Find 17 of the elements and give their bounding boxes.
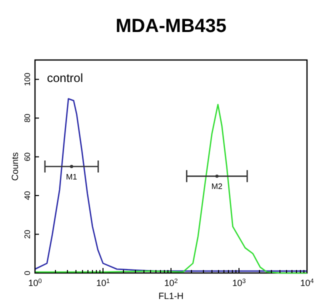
chart-title: MDA-MB435 — [116, 16, 227, 37]
x-tick-label: 10$^{1}$ — [96, 278, 110, 288]
y-tick-label: 20 — [23, 229, 32, 239]
x-tick-label: 10$^{2}$ — [164, 278, 178, 288]
y-axis-title: Counts — [10, 152, 20, 181]
x-tick-label: 10$^{0}$ — [28, 278, 42, 288]
y-tick-label: 40 — [23, 190, 32, 200]
annotation: M2 — [211, 182, 224, 192]
y-tick-label: 80 — [23, 113, 32, 123]
y-tick-label: 60 — [23, 152, 32, 162]
y-tick-label: 100 — [23, 72, 32, 86]
annotation: control — [47, 71, 84, 85]
x-axis-title: FL1-H — [158, 291, 184, 301]
annotation: M1 — [66, 172, 78, 182]
x-tick-label: 10$^{3}$ — [232, 278, 246, 288]
y-tick-label: 0 — [23, 270, 32, 276]
x-tick-label: 10$^{4}$ — [300, 278, 314, 288]
